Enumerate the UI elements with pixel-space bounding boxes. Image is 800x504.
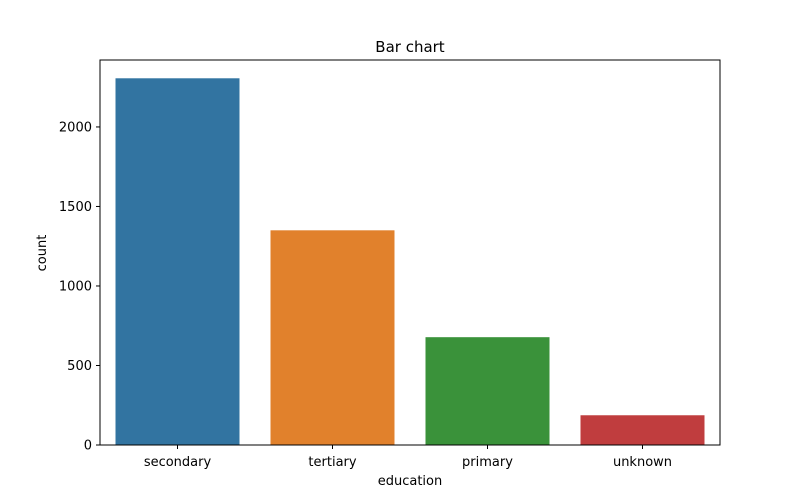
y-tick-label: 0 — [84, 439, 92, 454]
x-tick-label: primary — [462, 455, 513, 470]
y-tick-label: 500 — [67, 359, 92, 374]
x-tick-label: secondary — [144, 455, 212, 470]
x-axis-label: education — [378, 474, 443, 489]
chart-title: Bar chart — [375, 38, 445, 56]
y-axis: 0 500 1000 1500 2000 — [59, 120, 100, 454]
bars-layer — [115, 78, 705, 445]
x-tick-label: tertiary — [308, 455, 356, 470]
bar-primary — [425, 337, 550, 445]
bar-tertiary — [270, 230, 395, 445]
bar-unknown — [580, 415, 705, 445]
plot-frame — [99, 59, 721, 446]
x-axis: secondary tertiary primary unknown — [144, 445, 672, 470]
bar-secondary — [115, 78, 240, 445]
x-tick-label: unknown — [613, 455, 672, 470]
y-tick-label: 1500 — [59, 200, 92, 215]
y-axis-label: count — [35, 235, 50, 272]
y-tick-label: 2000 — [59, 120, 92, 135]
y-tick-label: 1000 — [59, 279, 92, 294]
